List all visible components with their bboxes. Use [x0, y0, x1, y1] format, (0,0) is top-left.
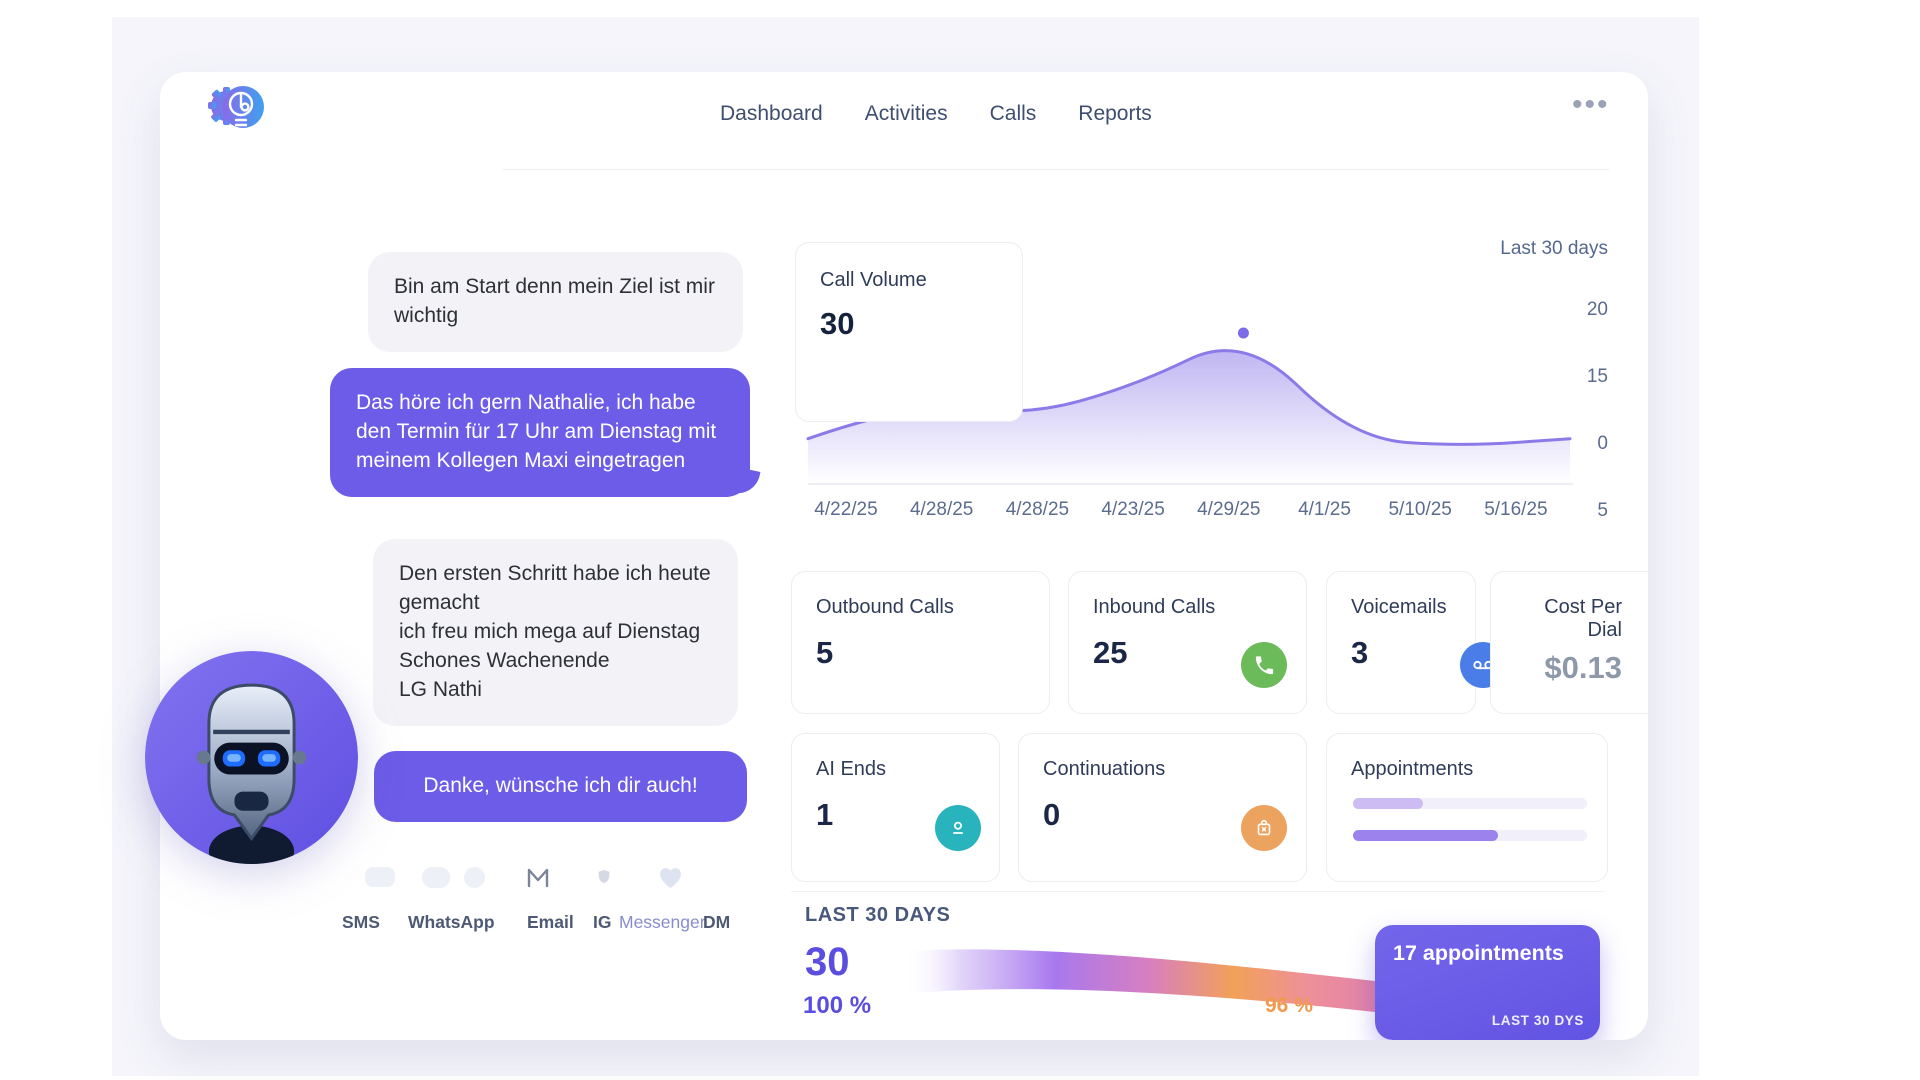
chart-period-label: Last 30 days [1500, 238, 1608, 259]
inbound-calls-value: 25 [1093, 635, 1128, 670]
email-m-icon [527, 868, 549, 888]
appointments-badge-subtitle: LAST 30 DYS [1491, 1013, 1584, 1028]
robot-avatar [145, 651, 358, 864]
summary-header: LAST 30 DAYS [805, 904, 951, 926]
channel-label-whatsapp[interactable]: WhatsApp [408, 912, 495, 932]
channel-label-dm[interactable]: DM [703, 912, 731, 932]
ai-ends-label: AI Ends [816, 758, 887, 780]
ai-ends-card: AI Ends 1 [791, 733, 1000, 882]
appointments-label: Appointments [1351, 758, 1474, 780]
chat-bubble-outgoing: Danke, wünsche ich dir auch! [374, 751, 747, 822]
call-volume-title: Call Volume [820, 269, 927, 291]
main-nav: Dashboard Activities Calls Reports [720, 102, 1152, 126]
x-tick-label: 4/22/25 [814, 499, 878, 520]
whatsapp-icon [422, 867, 450, 888]
y-tick-label: 20 [1586, 299, 1608, 320]
y-tick-label: 15 [1586, 366, 1608, 387]
channel-label-messenger[interactable]: Messenger [619, 912, 706, 932]
shield-icon [598, 869, 610, 884]
appointments-bar-1 [1353, 798, 1587, 809]
channel-label-ig[interactable]: IG [593, 912, 612, 932]
x-tick-label: 4/29/25 [1197, 499, 1261, 520]
app-logo-lightbulb-gear-icon [208, 86, 264, 132]
chart-peak-dot [1237, 327, 1249, 339]
ai-ends-value: 1 [816, 797, 834, 832]
chat-bubble-outgoing: Das höre ich gern Nathalie, ich habe den… [330, 368, 750, 497]
cost-per-dial-value: $0.13 [1544, 650, 1622, 685]
continuations-value: 0 [1043, 797, 1061, 832]
summary-percent: 100 % [803, 992, 872, 1019]
chat-bubble-incoming: Bin am Start denn mein Ziel ist mir wich… [368, 252, 743, 352]
cost-per-dial-label: Cost Per Dial [1544, 596, 1622, 641]
channel-label-email[interactable]: Email [527, 912, 574, 932]
person-icon [935, 805, 981, 851]
x-tick-label: 5/10/25 [1388, 499, 1452, 520]
section-divider [791, 891, 1605, 892]
bag-x-icon [1241, 805, 1287, 851]
y-tick-label: 5 [1597, 500, 1608, 521]
appointments-bar-2 [1353, 830, 1587, 841]
cost-per-dial-card: Cost Per Dial $0.13 [1490, 571, 1648, 714]
summary-value: 30 [805, 940, 850, 984]
appointments-badge-title: 17 appointments [1393, 941, 1564, 965]
voicemails-label: Voicemails [1351, 596, 1447, 618]
messenger-heart-icon [660, 868, 681, 888]
appointments-badge[interactable]: 17 appointments LAST 30 DYS [1375, 925, 1600, 1040]
summary-secondary-percent: 96 % [1265, 994, 1313, 1017]
y-tick-label: 0 [1597, 433, 1608, 454]
x-tick-label: 4/28/25 [909, 499, 974, 520]
voicemails-value: 3 [1351, 635, 1369, 670]
channel-label-sms[interactable]: SMS [342, 912, 380, 932]
nav-dashboard[interactable]: Dashboard [720, 102, 823, 125]
chart-x-axis: 4/22/25 4/28/25 4/28/25 4/23/25 4/29/25 4/1/2… [800, 499, 1580, 525]
appointments-card: Appointments [1326, 733, 1608, 882]
inbound-calls-label: Inbound Calls [1093, 596, 1216, 618]
nav-calls[interactable]: Calls [989, 102, 1037, 125]
outbound-calls-card: Outbound Calls 5 [791, 571, 1050, 714]
voicemails-card: Voicemails 3 [1326, 571, 1506, 714]
x-tick-label: 5/16/25 [1484, 499, 1548, 520]
inbound-calls-card: Inbound Calls 25 [1068, 571, 1307, 714]
nav-reports[interactable]: Reports [1078, 102, 1152, 125]
x-tick-label: 4/23/25 [1101, 499, 1165, 520]
x-tick-label: 4/28/25 [1005, 499, 1070, 520]
call-volume-value: 30 [820, 306, 855, 341]
phone-icon [1241, 642, 1287, 688]
outbound-calls-label: Outbound Calls [816, 596, 954, 618]
outbound-calls-value: 5 [816, 635, 834, 670]
sms-icon [365, 867, 395, 887]
call-volume-card: Call Volume 30 [795, 242, 1023, 422]
continuations-label: Continuations [1043, 758, 1166, 780]
channel-dot-icon [464, 867, 485, 888]
app-window: Dashboard Activities Calls Reports ••• B… [160, 72, 1648, 1040]
nav-activities[interactable]: Activities [864, 102, 948, 125]
x-tick-label: 4/1/25 [1298, 499, 1351, 520]
continuations-card: Continuations 0 [1018, 733, 1307, 882]
conversion-ribbon [904, 949, 1375, 1012]
header-divider [503, 169, 1609, 170]
chat-bubble-incoming: Den ersten Schritt habe ich heute gemach… [373, 539, 738, 726]
more-menu-icon[interactable]: ••• [1572, 88, 1610, 121]
